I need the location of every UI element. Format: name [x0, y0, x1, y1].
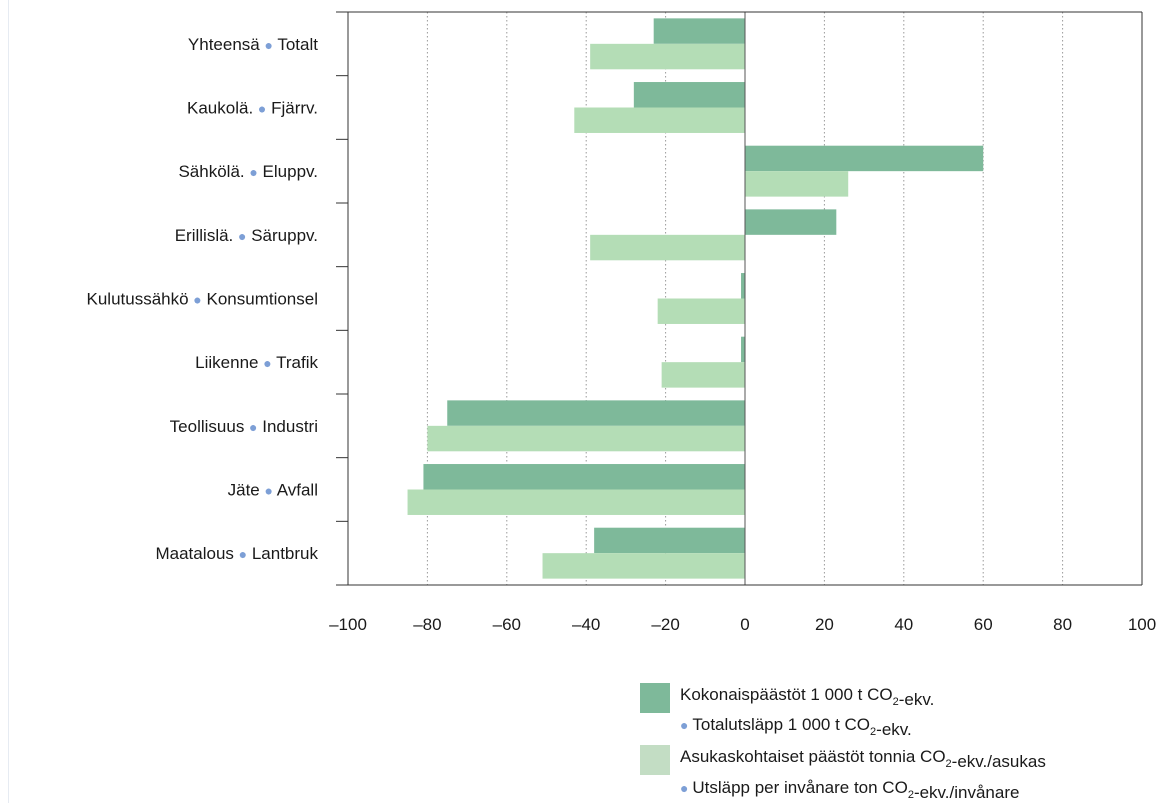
bar-total	[423, 464, 745, 490]
bars	[407, 18, 984, 579]
legend-label: ● Totalutsläpp 1 000 t CO2-ekv.	[680, 715, 912, 739]
x-tick-label: 60	[974, 615, 993, 634]
category-label: Sähkölä. ● Eluppv.	[178, 162, 318, 181]
legend-label: ● Utsläpp per invånare ton CO2-ekv./invå…	[680, 778, 1019, 802]
page-left-rule	[8, 0, 9, 803]
bar-total	[741, 273, 745, 299]
bar-per-capita	[590, 43, 745, 70]
category-label: Jäte ● Avfall	[228, 481, 318, 500]
bar-total	[633, 82, 745, 108]
legend-swatch	[640, 683, 670, 713]
category-label: Teollisuus ● Industri	[170, 417, 318, 436]
x-tick-label: –100	[329, 615, 367, 634]
bar-total	[653, 18, 745, 44]
bar-per-capita	[745, 171, 849, 197]
x-tick-label: –60	[493, 615, 521, 634]
axes	[336, 11, 1143, 586]
category-label: Liikenne ● Trafik	[195, 353, 318, 372]
legend-label: Asukaskohtaiset päästöt tonnia CO2-ekv./…	[680, 747, 1046, 771]
x-tick-label: –20	[651, 615, 679, 634]
bar-per-capita	[590, 234, 745, 261]
bar-per-capita	[407, 489, 745, 515]
bar-per-capita	[657, 298, 745, 324]
legend-label: Kokonaispäästöt 1 000 t CO2-ekv.	[680, 685, 934, 709]
x-tick-labels: –100 –80 –60 –40 –20 0 20 40 60 80 100	[329, 615, 1156, 634]
x-tick-label: 20	[815, 615, 834, 634]
bar-total	[741, 336, 745, 363]
category-label: Kaukolä. ● Fjärrv.	[187, 99, 318, 118]
legend-swatch	[640, 745, 670, 775]
bar-per-capita	[574, 107, 745, 133]
x-tick-label: 100	[1128, 615, 1156, 634]
category-labels: Yhteensä ● Totalt Kaukolä. ● Fjärrv. Sähkö…	[87, 35, 319, 563]
bar-total	[745, 145, 984, 172]
bar-per-capita	[542, 553, 745, 579]
bar-total	[745, 209, 837, 235]
category-label: Maatalous ● Lantbruk	[155, 544, 318, 563]
category-label: Kulutussähkö ● Konsumtionsel	[87, 290, 319, 309]
x-tick-label: 80	[1053, 615, 1072, 634]
x-tick-label: 0	[740, 615, 749, 634]
bar-per-capita	[427, 425, 745, 452]
category-label: Erillislä. ● Säruppv.	[175, 226, 318, 245]
legend: Kokonaispäästöt 1 000 t CO2-ekv. ● Totalu…	[640, 683, 1046, 802]
bar-total	[594, 527, 745, 554]
x-tick-label: –40	[572, 615, 600, 634]
category-label: Yhteensä ● Totalt	[188, 35, 318, 54]
x-tick-label: 40	[894, 615, 913, 634]
x-tick-label: –80	[413, 615, 441, 634]
bar-total	[447, 400, 745, 426]
bar-per-capita	[661, 362, 745, 388]
